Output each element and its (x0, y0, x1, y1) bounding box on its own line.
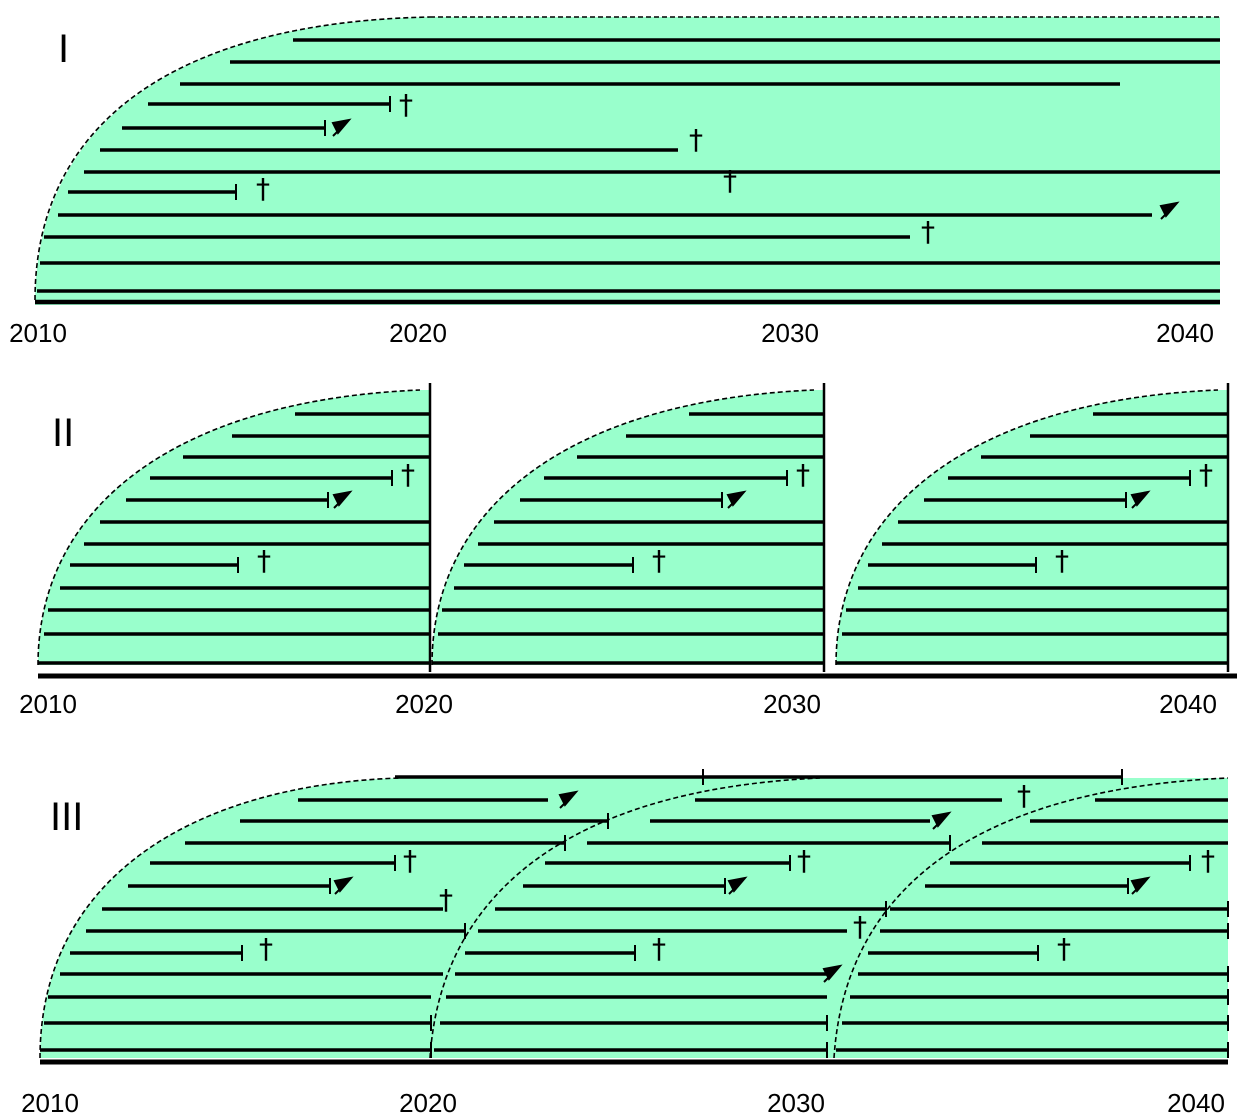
curve-boundary-3 (833, 777, 1229, 1059)
tick-label-2040: 2040 (1167, 1088, 1225, 1117)
panel-label: III (50, 795, 83, 839)
tick-label-2020: 2020 (399, 1088, 457, 1117)
tick-label-2030: 2030 (763, 689, 821, 719)
dagger-marker: † (257, 544, 271, 577)
curve-boundary (431, 389, 815, 666)
dagger-marker: † (1201, 844, 1215, 877)
tick-label-2020: 2020 (389, 318, 447, 348)
dagger-marker: † (652, 932, 666, 965)
tick-label-2040: 2040 (1156, 318, 1214, 348)
dagger-marker: † (1055, 544, 1069, 577)
tick-label-2010: 2010 (21, 1088, 79, 1117)
dagger-marker: † (797, 844, 811, 877)
dagger-marker: † (921, 215, 935, 248)
panel-I: † † † † † I 2010 2020 2030 2040 (9, 16, 1220, 348)
arrow-marker (726, 490, 747, 509)
curve-boundary (37, 389, 421, 666)
dagger-marker: † (1017, 779, 1031, 812)
arrow-marker (331, 118, 352, 137)
curve-boundary-2 (429, 777, 821, 1059)
arrow-marker (1130, 490, 1151, 509)
dagger-marker: † (439, 883, 453, 916)
dagger-marker: † (401, 458, 415, 491)
arrow-marker (931, 811, 952, 830)
dagger-marker: † (1199, 458, 1213, 491)
panel-label: II (52, 411, 74, 455)
panel-II: † † † † † † II 2010 2020 2030 2040 (19, 383, 1237, 719)
tick-label-2020: 2020 (395, 689, 453, 719)
tick-label-2030: 2030 (767, 1088, 825, 1117)
curve-boundary-1 (39, 777, 401, 1059)
dagger-marker: † (796, 458, 810, 491)
green-region (836, 390, 1228, 665)
arrow-marker (1159, 201, 1180, 220)
arrow-marker (822, 964, 843, 983)
dagger-marker: † (652, 544, 666, 577)
green-region (38, 390, 430, 665)
tick-label-2010: 2010 (19, 689, 77, 719)
panel-label: I (58, 27, 69, 71)
dagger-marker: † (256, 172, 270, 205)
dagger-marker: † (399, 88, 413, 121)
arrow-marker (332, 490, 353, 509)
tick-label-2030: 2030 (761, 318, 819, 348)
dagger-marker: † (853, 910, 867, 943)
arrow-marker (333, 876, 354, 895)
panel-III: † † † † † † † † † III 2010 2020 2030 2040 (21, 769, 1229, 1117)
curve-boundary (835, 389, 1219, 666)
dagger-marker: † (403, 844, 417, 877)
green-region (432, 390, 824, 665)
arrow-marker (558, 790, 579, 809)
dagger-marker: † (1057, 932, 1071, 965)
tick-label-2010: 2010 (9, 318, 67, 348)
tick-label-2040: 2040 (1159, 689, 1217, 719)
dagger-marker: † (723, 164, 737, 197)
curve-boundary (34, 16, 431, 301)
green-region (35, 17, 1220, 305)
dagger-marker: † (689, 123, 703, 156)
arrow-marker (1130, 876, 1151, 895)
arrow-marker (727, 876, 748, 895)
green-region (40, 778, 1228, 1058)
dagger-marker: † (259, 932, 273, 965)
